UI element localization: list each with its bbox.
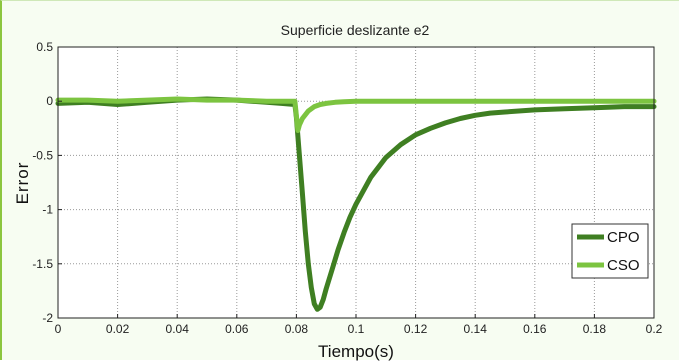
- y-tick-label: 0: [46, 94, 53, 108]
- series-line-cso: [55, 96, 657, 133]
- series-layer: [55, 96, 657, 312]
- x-tick-label: 0.12: [404, 322, 428, 336]
- x-tick-label: 0.08: [285, 322, 309, 336]
- x-tick-label: 0.02: [106, 322, 130, 336]
- legend-label-cso: CSO: [607, 257, 640, 274]
- y-tick-label: -1: [42, 203, 53, 217]
- x-tick-label: 0.18: [583, 322, 607, 336]
- y-tick-label: -2: [42, 311, 53, 325]
- x-tick-label: 0.16: [523, 322, 547, 336]
- x-tick-label: 0.04: [166, 322, 190, 336]
- tick-labels: 0 0.02 0.04 0.06 0.08 0.1 0.12 0.14 0.16 0.18 0.2 0…: [32, 40, 662, 336]
- legend-box: [571, 223, 649, 279]
- legend-label-cpo: CPO: [607, 229, 640, 246]
- y-tick-label: -1.5: [32, 257, 53, 271]
- x-tick-label: 0.1: [348, 322, 365, 336]
- x-tick-label: 0.14: [464, 322, 488, 336]
- legend: CPO CSO: [571, 223, 649, 279]
- chart-title: Superficie deslizante e2: [281, 22, 430, 38]
- x-tick-label: 0.2: [646, 322, 663, 336]
- x-tick-label: 0: [55, 322, 62, 336]
- x-axis-label: Tiempo(s): [318, 342, 394, 361]
- y-tick-label: -0.5: [32, 148, 53, 162]
- y-tick-label: 0.5: [36, 40, 53, 54]
- x-tick-label: 0.06: [225, 322, 249, 336]
- y-axis-label: Error: [13, 162, 32, 205]
